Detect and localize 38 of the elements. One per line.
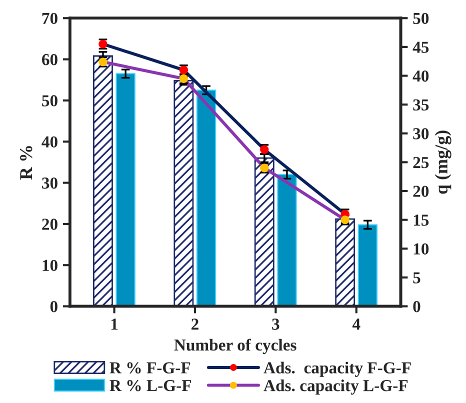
y-tick-label: 40 [42, 136, 58, 148]
y-axis-title: R % [20, 146, 32, 180]
y2-tick-label: 40 [412, 70, 429, 82]
x-tick-label: 3 [272, 318, 280, 330]
x-tick-label: 1 [111, 318, 118, 330]
y2-tick-label: 0 [413, 300, 420, 312]
y-tick-label: 70 [42, 12, 58, 24]
y2-tick-label: 10 [414, 243, 429, 255]
bar [174, 80, 194, 306]
y2-axis-title: q (mg/g) [434, 130, 452, 194]
y-tick-label: 10 [42, 260, 58, 272]
bar [358, 224, 378, 306]
x-tick-label: 2 [192, 318, 198, 330]
legend-label: R % L-G-F [110, 380, 192, 392]
y2-tick-label: 5 [413, 272, 420, 284]
bar [196, 90, 216, 306]
bar [116, 73, 136, 306]
bar [277, 174, 297, 306]
y2-tick-label: 25 [413, 156, 429, 168]
y-tick-label: 20 [42, 218, 58, 230]
legend-label: R % F-G-F [110, 362, 190, 374]
y2-tick-label: 30 [413, 128, 429, 140]
y2-tick-label: 20 [413, 186, 429, 197]
x-tick-label: 4 [352, 318, 360, 330]
y2-tick-label: 35 [413, 99, 429, 111]
y2-tick-label: 50 [413, 12, 429, 24]
y2-tick-label: 45 [412, 42, 429, 53]
y2-tick-label: 15 [414, 214, 429, 226]
bar [254, 157, 274, 306]
y-tick-label: 0 [50, 300, 58, 312]
y-tick-label: 50 [42, 95, 58, 106]
x-axis-title: Number of cycles [174, 338, 296, 354]
bar [93, 55, 113, 306]
y-tick-label: 30 [42, 177, 58, 189]
legend-label: Ads. capacity L-G-F [264, 380, 408, 395]
legend-label: Ads. capacity F-G-F [264, 362, 411, 377]
bar [335, 218, 356, 306]
y-tick-label: 60 [42, 54, 58, 66]
